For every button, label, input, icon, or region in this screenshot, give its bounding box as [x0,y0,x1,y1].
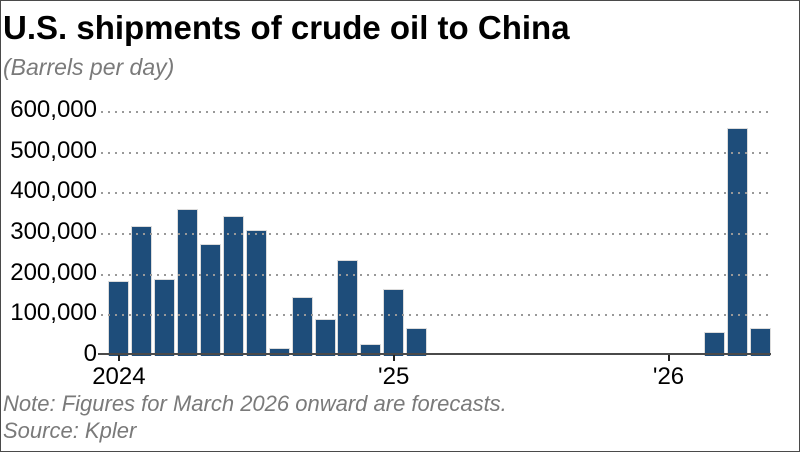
y-axis-label: 400,000 [10,177,97,205]
x-axis-label: 2024 [92,363,146,390]
gridline [101,314,771,317]
gridline [101,151,771,154]
gridline [101,192,771,195]
x-axis-tick [667,355,670,361]
chart-subtitle: (Barrels per day) [3,54,175,80]
bar [200,244,221,356]
y-axis-label: 300,000 [10,217,97,245]
bar [177,209,199,356]
x-axis-label: '26 [652,363,685,390]
bar [291,297,313,356]
note-text: Note: Figures for March 2026 onward are … [3,391,507,416]
x-axis-line [98,353,771,355]
bar [108,281,130,356]
bar [749,328,771,356]
bar [222,216,244,356]
bar [703,332,725,356]
bar [406,328,428,356]
x-axis-tick [117,355,120,361]
bar [383,289,405,356]
y-axis-label: 500,000 [10,136,97,164]
y-axis-label: 600,000 [10,95,97,123]
y-axis-label: 100,000 [10,299,97,327]
bar [131,226,153,356]
bar [154,279,176,356]
bar [245,230,267,356]
source-text: Source: Kpler [3,418,137,443]
x-axis-label: '25 [378,363,410,390]
chart-title: U.S. shipments of crude oil to China [3,9,570,46]
bar [268,348,290,356]
y-axis-label: 0 [83,340,97,367]
gridline [101,110,771,113]
gridline [101,232,771,235]
gridline [101,273,771,276]
x-axis-tick [392,355,395,361]
bar [726,128,748,356]
y-axis-label: 200,000 [10,258,97,286]
bar [314,319,336,356]
bar [337,260,359,356]
